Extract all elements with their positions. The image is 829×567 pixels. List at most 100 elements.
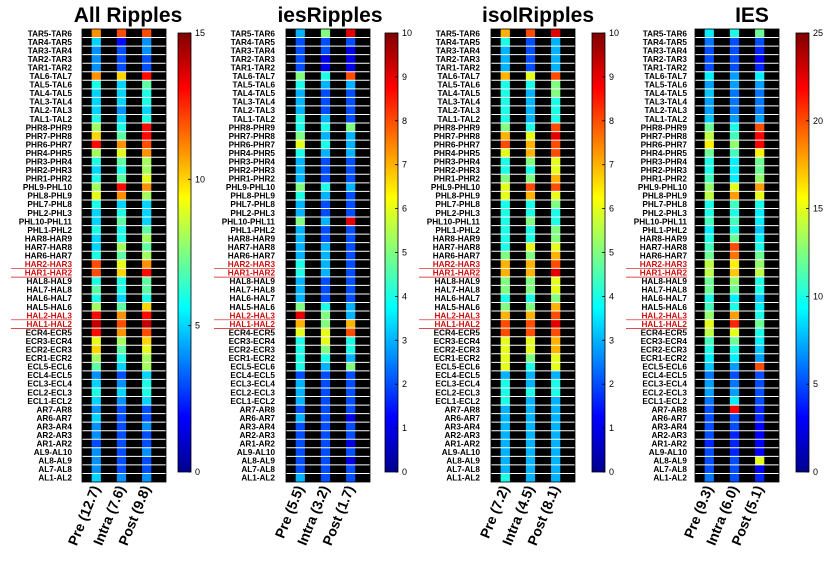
heatmap-cell (755, 97, 765, 106)
heatmap-cell (346, 88, 356, 98)
heatmap-cell (704, 319, 714, 329)
heatmap-cell (500, 405, 510, 414)
heatmap-cell (729, 362, 740, 371)
heatmap-cell (295, 46, 305, 55)
row-label: TAL6-TAL7 (645, 72, 688, 81)
heatmap-cell (91, 293, 101, 303)
row-label: HAL5-HAL6 (435, 303, 481, 312)
colorbar-tick-label: 1 (609, 423, 614, 433)
heatmap-cell (525, 311, 536, 320)
heatmap-cell (116, 362, 127, 371)
row-label: AL1-AL2 (653, 474, 687, 483)
heatmap-cell (704, 174, 714, 183)
heatmap-cell (142, 328, 152, 337)
heatmap-cell (142, 105, 152, 115)
heatmap-cell (525, 268, 536, 277)
heatmap-cell (295, 157, 305, 166)
row-label: AR1-AR2 (37, 440, 73, 449)
heatmap-cell (346, 63, 356, 72)
heatmap-cell (551, 80, 561, 89)
heatmap-cell (500, 473, 510, 482)
heatmap-cell (551, 217, 561, 226)
row-label: AL1-AL2 (241, 474, 275, 483)
heatmap-cell (755, 123, 765, 132)
heatmap-cell (295, 302, 305, 312)
row-label: TAL5-TAL6 (645, 81, 688, 90)
heatmap-cell (346, 405, 356, 414)
heatmap-cell (142, 217, 152, 226)
heatmap-cell (142, 285, 152, 294)
heatmap-cell (295, 199, 305, 209)
heatmap-cell (729, 182, 740, 192)
heatmap-cell (320, 473, 331, 482)
heatmap-cell (320, 285, 331, 294)
row-label: HAR8-HAR9 (25, 234, 73, 243)
heatmap-cell (295, 319, 305, 329)
heatmap-cell (320, 123, 331, 132)
heatmap-cell (346, 302, 356, 312)
colorbar (177, 32, 192, 473)
row-label: PHR2-PHR3 (641, 166, 688, 175)
colorbar (795, 32, 810, 473)
heatmap-frame (490, 28, 576, 483)
row-label: AL8-AL9 (241, 457, 275, 466)
heatmap-cell (91, 345, 101, 354)
row-label: AL8-AL9 (653, 457, 687, 466)
heatmap-cell (142, 276, 152, 286)
heatmap-cell (755, 456, 765, 465)
heatmap-cell (500, 131, 510, 141)
heatmap-cell (346, 148, 356, 158)
heatmap-cell (704, 362, 714, 371)
heatmap-cell (704, 182, 714, 192)
panel-all-ripples: All RipplesTAR5-TAR6TAR4-TAR5TAR3-TAR4TA… (11, 4, 205, 548)
heatmap-cell (551, 370, 561, 380)
heatmap-cell (525, 336, 536, 346)
heatmap-cell (295, 105, 305, 115)
row-label: ECL4-ECL5 (642, 371, 687, 380)
colorbar-tick-label: 5 (195, 321, 200, 331)
heatmap-cell (551, 131, 561, 141)
row-label: ECR3-ECR4 (229, 337, 276, 346)
heatmap-cell (91, 268, 101, 277)
heatmap-cell (142, 405, 152, 414)
heatmap-cell (320, 413, 331, 423)
row-label: HAL7-HAL8 (230, 286, 276, 295)
row-label: TAR4-TAR5 (436, 38, 481, 47)
heatmap-cell (551, 379, 561, 388)
heatmap-cell (295, 148, 305, 158)
heatmap-cell (729, 54, 740, 64)
heatmap-cell (320, 251, 331, 260)
row-label: TAL5-TAL6 (30, 81, 73, 90)
row-label: HAL8-HAL9 (230, 277, 276, 286)
row-label: TAL4-TAL5 (30, 89, 73, 98)
heatmap-cell (500, 319, 510, 329)
heatmap-cell (116, 439, 127, 448)
row-label: PHR2-PHR3 (434, 166, 481, 175)
heatmap-cell (295, 413, 305, 423)
heatmap-cell (91, 80, 101, 89)
heatmap-cell (729, 140, 740, 149)
row-label: HAR7-HAR8 (433, 243, 481, 252)
row-label: TAL6-TAL7 (438, 72, 481, 81)
heatmap-frame (694, 28, 780, 483)
row-label: TAR1-TAR2 (28, 63, 73, 72)
heatmap-cell (142, 242, 152, 252)
row-label: TAL6-TAL7 (233, 72, 276, 81)
row-label: TAL2-TAL3 (438, 106, 481, 115)
heatmap-cell (704, 276, 714, 286)
heatmap-cell (551, 285, 561, 294)
heatmap-cell (525, 191, 536, 200)
heatmap-cell (525, 157, 536, 166)
heatmap-cell (320, 268, 331, 277)
row-label: PHR7-PHR8 (641, 132, 688, 141)
heatmap-cell (295, 234, 305, 243)
row-label: ECL5-ECL6 (642, 363, 687, 372)
row-label: ECR1-ECR2 (641, 354, 688, 363)
heatmap-cell (142, 71, 152, 81)
heatmap-cell (729, 328, 740, 337)
heatmap-cell (295, 387, 305, 397)
heatmap-cell (525, 148, 536, 158)
heatmap-cell (704, 165, 714, 175)
heatmap-cell (704, 268, 714, 277)
heatmap-cell (755, 182, 765, 192)
